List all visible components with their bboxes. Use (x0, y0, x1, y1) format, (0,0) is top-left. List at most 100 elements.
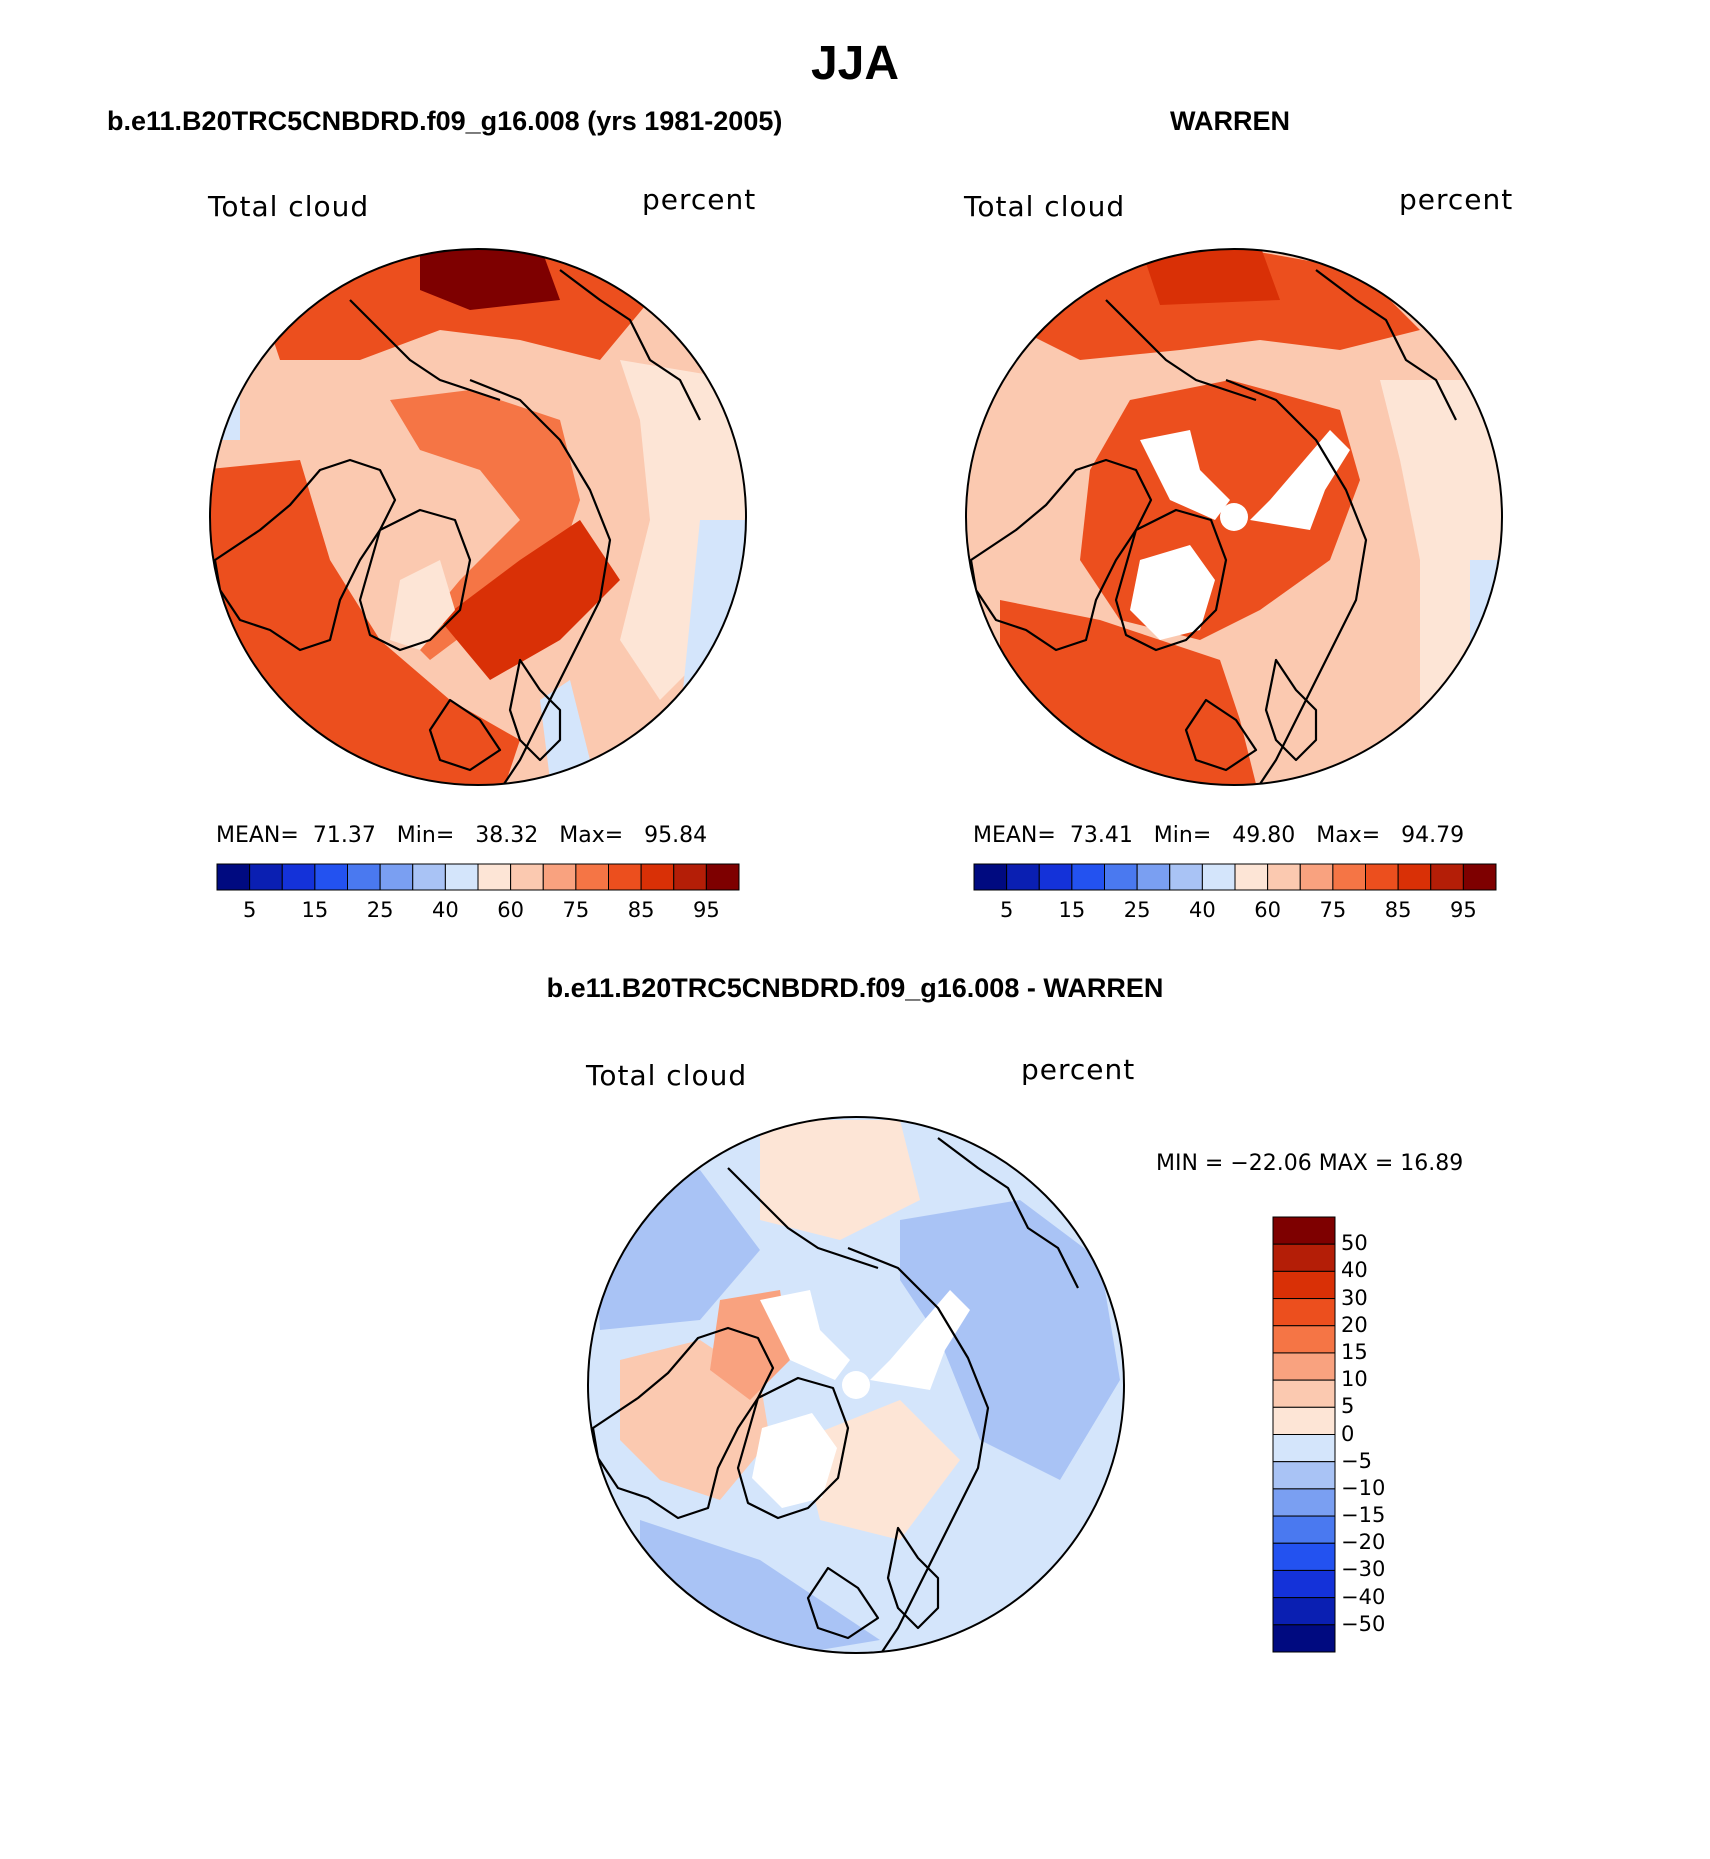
colorbar-diff (1272, 1216, 1336, 1653)
colorbar-tick-label: 5 (999, 898, 1014, 922)
left-map-border (209, 248, 747, 786)
left-coast-greenland (358, 508, 472, 652)
colorbar-tick-label: 40 (432, 898, 459, 922)
left-max-value: 95.84 (644, 823, 708, 848)
colorbar-swatch (1272, 1542, 1336, 1571)
colorbar-swatch (1272, 1243, 1336, 1272)
colorbar-tick-label: 10 (1341, 1367, 1368, 1392)
colorbar-swatch (477, 863, 512, 891)
colorbar-tick-label: −30 (1341, 1557, 1386, 1582)
right-max-value: 94.79 (1401, 823, 1465, 848)
colorbar-right (973, 863, 1497, 891)
left-coast-siberia (469, 378, 612, 785)
diff-pole-hole (842, 1371, 870, 1399)
colorbar-swatch (1272, 1624, 1336, 1653)
colorbar-swatch (1104, 863, 1138, 891)
colorbar-swatch (1397, 863, 1432, 891)
colorbar-swatch (705, 863, 740, 891)
colorbar-swatch (444, 863, 479, 891)
colorbar-tick-label: 15 (1058, 898, 1086, 922)
panel-right-heading: WARREN (1170, 106, 1290, 136)
right-coast-alaska (1105, 299, 1257, 402)
diff-coast-scandinavia (886, 1526, 940, 1630)
left-coast-scandinavia (508, 658, 562, 762)
colorbar-tick-label: 60 (1254, 898, 1281, 922)
colorbar-swatch (249, 863, 283, 891)
colorbar-right-ticks: 5 15 25 40 60 75 85 95 (974, 898, 1496, 924)
right-coast-siberia (1225, 378, 1368, 785)
right-north-max (1140, 249, 1280, 305)
right-east-blue (1470, 560, 1502, 720)
colorbar-tick-label: 0 (1341, 1421, 1355, 1446)
right-mean-value: 73.41 (1069, 823, 1133, 848)
colorbar-tick-label: 5 (1341, 1394, 1355, 1419)
left-mean-label: MEAN= (216, 823, 299, 848)
left-west-blue (210, 380, 240, 440)
diff-map-border (587, 1116, 1125, 1654)
colorbar-swatch (1272, 1298, 1336, 1327)
colorbar-tick-label: 20 (1341, 1312, 1368, 1337)
colorbar-tick-label: 95 (1450, 898, 1477, 922)
colorbar-swatch (1071, 863, 1105, 891)
left-greenland-low (390, 560, 455, 650)
colorbar-swatch (347, 863, 381, 891)
colorbar-tick-label: 75 (562, 898, 590, 922)
panel-left-units: percent (642, 183, 757, 216)
left-coast-kamchatka (559, 269, 701, 421)
left-mean-value: 71.37 (312, 823, 376, 848)
colorbar-left (216, 863, 740, 891)
left-atlantic-high (440, 520, 620, 680)
colorbar-tick-label: −20 (1341, 1530, 1386, 1555)
left-arctic-ocean (390, 390, 580, 660)
right-min-value: 49.80 (1232, 823, 1296, 848)
colorbar-swatch (1006, 863, 1040, 891)
colorbar-swatch (1272, 1515, 1336, 1544)
colorbar-swatch (412, 863, 446, 891)
colorbar-tick-label: 75 (1319, 898, 1347, 922)
colorbar-swatch (542, 863, 577, 891)
colorbar-swatch (1272, 1461, 1336, 1490)
colorbar-swatch (1430, 863, 1464, 891)
colorbar-tick-label: −40 (1341, 1584, 1386, 1609)
diff-atlantic-light (800, 1400, 960, 1540)
colorbar-swatch (1272, 1434, 1336, 1463)
right-coast-europe (1184, 698, 1258, 772)
left-coast-alaska (349, 299, 501, 402)
colorbar-swatch (1332, 863, 1366, 891)
panel-diff-heading: b.e11.B20TRC5CNBDRD.f09_g16.008 - WARREN (546, 973, 1164, 1003)
diff-north-light (760, 1120, 920, 1240)
colorbar-left-ticks: 5 15 25 40 60 75 85 95 (217, 898, 739, 924)
colorbar-tick-label: 95 (693, 898, 720, 922)
left-min-label: Min= (396, 823, 455, 848)
colorbar-swatch (1272, 1597, 1336, 1626)
colorbar-swatch (1272, 1379, 1336, 1408)
colorbar-tick-label: 15 (301, 898, 329, 922)
diff-coast-greenland (736, 1376, 850, 1520)
left-coast-europe (428, 698, 502, 772)
diff-coast-canada (591, 1326, 775, 1520)
colorbar-swatch (1267, 863, 1301, 891)
diff-sea-patch (600, 1160, 650, 1210)
diff-coast-kamchatka (937, 1137, 1079, 1289)
colorbar-diff-ticks: 50 40 30 20 15 10 5 0 −5 −10 −15 −20 −30 −40 −50 (1341, 1217, 1421, 1652)
panel-right-units: percent (1399, 183, 1514, 216)
panel-left-variable: Total cloud (208, 190, 370, 223)
colorbar-swatch (1272, 1270, 1336, 1300)
panel-right-variable: Total cloud (964, 190, 1126, 223)
colorbar-swatch (973, 863, 1008, 891)
colorbar-swatch (216, 863, 251, 891)
colorbar-tick-label: 15 (1341, 1339, 1368, 1364)
colorbar-swatch (1038, 863, 1073, 891)
colorbar-tick-label: 25 (366, 898, 394, 922)
right-greenland-missing (1130, 545, 1215, 640)
right-coast-canada (969, 458, 1153, 652)
colorbar-tick-label: 30 (1341, 1285, 1368, 1310)
colorbar-swatch (608, 863, 642, 891)
colorbar-tick-label: 85 (1384, 898, 1412, 922)
colorbar-swatch (1272, 1569, 1336, 1599)
colorbar-swatch (281, 863, 316, 891)
colorbar-swatch (1272, 1325, 1336, 1354)
right-missing-wedge-1 (1140, 430, 1230, 520)
left-coast-canada (213, 458, 397, 652)
panel-left-heading: b.e11.B20TRC5CNBDRD.f09_g16.008 (yrs 198… (107, 106, 783, 136)
